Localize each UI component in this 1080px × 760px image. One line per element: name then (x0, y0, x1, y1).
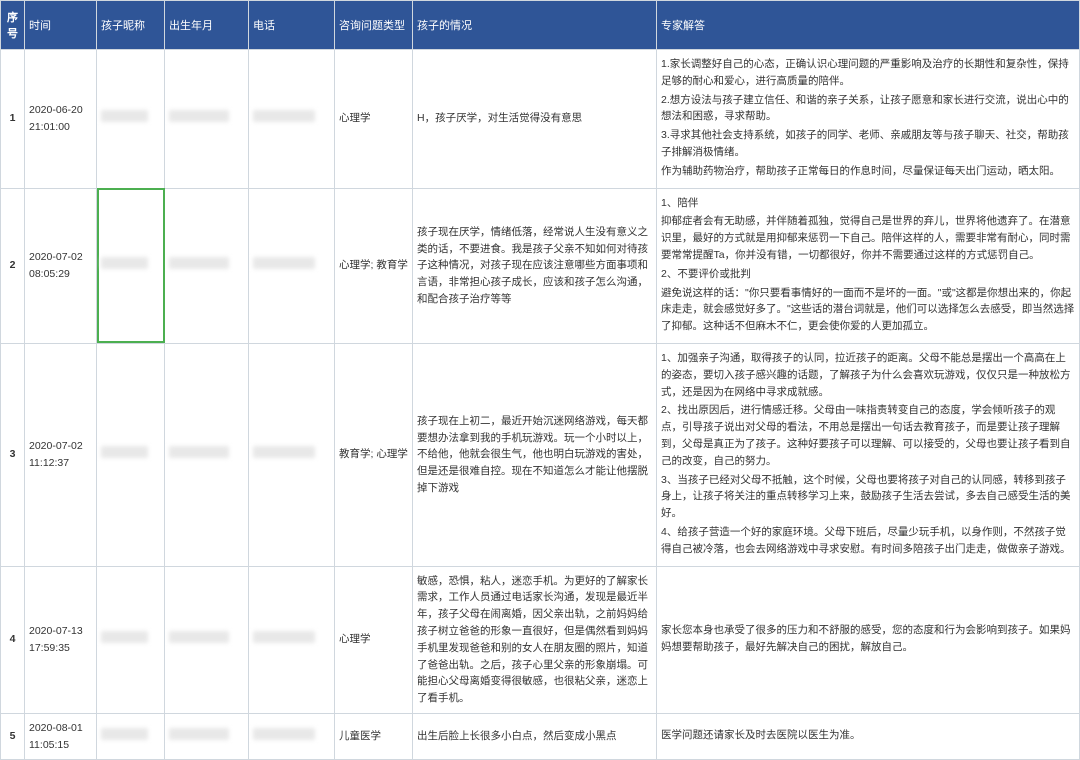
answer-line: 2.想方设法与孩子建立信任、和谐的亲子关系，让孩子愿意和家长进行交流，说出心中的… (661, 92, 1075, 126)
cell-answer: 1、陪伴抑郁症者会有无助感，并伴随着孤独，觉得自己是世界的弃儿，世界将他遗弃了。… (657, 188, 1080, 343)
redacted-birth (169, 631, 229, 643)
cell-phone (249, 713, 335, 760)
answer-line: 2、找出原因后，进行情感迁移。父母由一味指责转变自己的态度，学会倾听孩子的观点，… (661, 402, 1075, 469)
redacted-phone (253, 631, 315, 643)
answer-line: 1.家长调整好自己的心态，正确认识心理问题的严重影响及治疗的长期性和复杂性，保持… (661, 56, 1075, 90)
cell-time: 2020-08-01 11:05:15 (25, 713, 97, 760)
cell-type: 教育学; 心理学 (335, 343, 413, 566)
answer-line: 避免说这样的话："你只要看事情好的一面而不是坏的一面。"或"这都是你想出来的，你… (661, 285, 1075, 335)
redacted-phone (253, 110, 315, 122)
cell-birth (165, 566, 249, 713)
cell-type: 心理学; 教育学 (335, 188, 413, 343)
cell-birth (165, 343, 249, 566)
cell-phone (249, 188, 335, 343)
cell-situation: 孩子现在上初二，最近开始沉迷网络游戏，每天都要想办法拿到我的手机玩游戏。玩一个小… (413, 343, 657, 566)
header-type[interactable]: 咨询问题类型 (335, 1, 413, 50)
cell-name (97, 343, 165, 566)
answer-line: 4、给孩子营造一个好的家庭环境。父母下班后，尽量少玩手机，以身作则，不然孩子觉得… (661, 524, 1075, 558)
cell-phone (249, 343, 335, 566)
redacted-name (101, 631, 148, 643)
cell-type: 心理学 (335, 50, 413, 189)
cell-phone (249, 50, 335, 189)
header-time[interactable]: 时间 (25, 1, 97, 50)
answer-line: 3.寻求其他社会支持系统，如孩子的同学、老师、亲戚朋友等与孩子聊天、社交，帮助孩… (661, 127, 1075, 161)
cell-answer: 1、加强亲子沟通，取得孩子的认同，拉近孩子的距离。父母不能总是摆出一个高高在上的… (657, 343, 1080, 566)
cell-situation: 出生后脸上长很多小白点，然后变成小黑点 (413, 713, 657, 760)
redacted-birth (169, 446, 229, 458)
cell-answer: 医学问题还请家长及时去医院以医生为准。 (657, 713, 1080, 760)
table-row[interactable]: 22020-07-02 08:05:29 心理学; 教育学孩子现在厌学，情绪低落，… (1, 188, 1080, 343)
cell-time: 2020-06-20 21:01:00 (25, 50, 97, 189)
redacted-name (101, 257, 148, 269)
cell-time: 2020-07-02 08:05:29 (25, 188, 97, 343)
redacted-birth (169, 728, 229, 740)
answer-line: 抑郁症者会有无助感，并伴随着孤独，觉得自己是世界的弃儿，世界将他遗弃了。在潜意识… (661, 213, 1075, 263)
cell-situation: H，孩子厌学，对生活觉得没有意思 (413, 50, 657, 189)
redacted-name (101, 446, 148, 458)
redacted-birth (169, 257, 229, 269)
answer-line: 医学问题还请家长及时去医院以医生为准。 (661, 727, 1075, 744)
answer-line: 2、不要评价或批判 (661, 266, 1075, 283)
table-row[interactable]: 52020-08-01 11:05:15 儿童医学出生后脸上长很多小白点，然后变成… (1, 713, 1080, 760)
redacted-name (101, 110, 148, 122)
answer-line: 1、加强亲子沟通，取得孩子的认同，拉近孩子的距离。父母不能总是摆出一个高高在上的… (661, 350, 1075, 400)
header-birth[interactable]: 出生年月 (165, 1, 249, 50)
header-row: 序号 时间 孩子昵称 出生年月 电话 咨询问题类型 孩子的情况 专家解答 (1, 1, 1080, 50)
table-row[interactable]: 32020-07-02 11:12:37 教育学; 心理学孩子现在上初二，最近开始… (1, 343, 1080, 566)
cell-type: 心理学 (335, 566, 413, 713)
cell-seq: 2 (1, 188, 25, 343)
cell-time: 2020-07-13 17:59:35 (25, 566, 97, 713)
cell-seq: 5 (1, 713, 25, 760)
cell-answer: 1.家长调整好自己的心态，正确认识心理问题的严重影响及治疗的长期性和复杂性，保持… (657, 50, 1080, 189)
cell-seq: 1 (1, 50, 25, 189)
table-row[interactable]: 42020-07-13 17:59:35 心理学敏感，恐惧，粘人，迷恋手机。为更好… (1, 566, 1080, 713)
cell-time: 2020-07-02 11:12:37 (25, 343, 97, 566)
cell-situation: 孩子现在厌学，情绪低落，经常说人生没有意义之类的话，不要进食。我是孩子父亲不知如… (413, 188, 657, 343)
header-seq[interactable]: 序号 (1, 1, 25, 50)
redacted-phone (253, 446, 315, 458)
redacted-name (101, 728, 148, 740)
cell-answer: 家长您本身也承受了很多的压力和不舒服的感受，您的态度和行为会影响到孩子。如果妈妈… (657, 566, 1080, 713)
cell-birth (165, 188, 249, 343)
header-name[interactable]: 孩子昵称 (97, 1, 165, 50)
header-phone[interactable]: 电话 (249, 1, 335, 50)
cell-name (97, 713, 165, 760)
answer-line: 作为辅助药物治疗，帮助孩子正常每日的作息时间，尽量保证每天出门运动，晒太阳。 (661, 163, 1075, 180)
redacted-phone (253, 257, 315, 269)
cell-birth (165, 50, 249, 189)
cell-seq: 4 (1, 566, 25, 713)
redacted-phone (253, 728, 315, 740)
cell-type: 儿童医学 (335, 713, 413, 760)
cell-seq: 3 (1, 343, 25, 566)
header-answer[interactable]: 专家解答 (657, 1, 1080, 50)
answer-line: 1、陪伴 (661, 195, 1075, 212)
cell-name (97, 50, 165, 189)
redacted-birth (169, 110, 229, 122)
cell-birth (165, 713, 249, 760)
header-situation[interactable]: 孩子的情况 (413, 1, 657, 50)
cell-name (97, 566, 165, 713)
cell-situation: 敏感，恐惧，粘人，迷恋手机。为更好的了解家长需求，工作人员通过电话家长沟通，发现… (413, 566, 657, 713)
answer-line: 家长您本身也承受了很多的压力和不舒服的感受，您的态度和行为会影响到孩子。如果妈妈… (661, 622, 1075, 656)
cell-name (97, 188, 165, 343)
table-row[interactable]: 12020-06-20 21:01:00 心理学H，孩子厌学，对生活觉得没有意思1… (1, 50, 1080, 189)
cell-phone (249, 566, 335, 713)
answer-line: 3、当孩子已经对父母不抵触，这个时候，父母也要将孩子对自己的认同感，转移到孩子身… (661, 472, 1075, 522)
